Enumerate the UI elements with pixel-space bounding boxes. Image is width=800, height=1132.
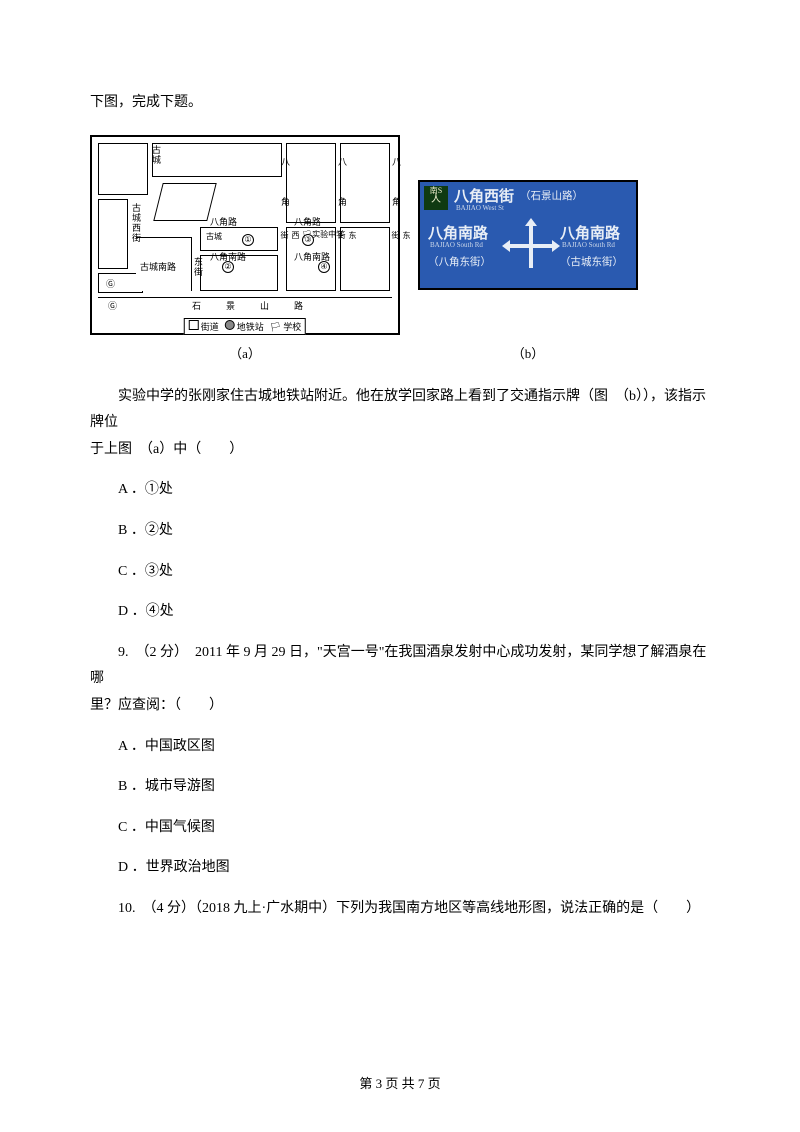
q9-opt-c: C ．中国气候图 bbox=[90, 815, 710, 842]
q8-stem-b: 于上图 （a）中（ ） bbox=[90, 437, 710, 464]
marker-4: ④ bbox=[318, 261, 330, 273]
label-dongjie2: 东街 bbox=[390, 231, 412, 240]
label-gucheng-nanlu: 古城南路 bbox=[140, 260, 176, 273]
sign-left-main: 八角南路 bbox=[428, 222, 488, 243]
page: 下图，完成下题。 古城 古城西街 古城南路 八角路 八角路 bbox=[0, 0, 800, 1132]
label-ba3: 八 bbox=[390, 157, 403, 167]
q9-stem-b: 里？应查阅：（ ） bbox=[90, 693, 710, 720]
marker-1: ① bbox=[242, 234, 254, 246]
sign-logo: 南S 人 bbox=[424, 186, 448, 210]
metro-2: Ⓖ bbox=[108, 299, 117, 312]
sign-top-en: BAJIAO West St bbox=[456, 204, 504, 212]
sign-left-paren: （八角东街） bbox=[428, 254, 491, 269]
caption-b: （b） bbox=[418, 343, 638, 362]
q9-opt-b: B ．城市导游图 bbox=[90, 774, 710, 801]
label-jiao3: 角 bbox=[390, 197, 403, 207]
school-marker: 🏳实验中学 bbox=[302, 229, 344, 240]
label-gucheng-v: 古城 bbox=[150, 145, 163, 165]
page-footer: 第 3 页 共 7 页 bbox=[0, 1073, 800, 1092]
q9-opt-a: A ．中国政区图 bbox=[90, 734, 710, 761]
q9-opt-d: D ．世界政治地图 bbox=[90, 855, 710, 882]
map-legend: 街道 地铁站 🏳学校 bbox=[184, 318, 306, 335]
caption-row: （a） （b） bbox=[90, 343, 710, 362]
q8-opt-d: D ．④处 bbox=[90, 599, 710, 626]
label-dong: 东街 bbox=[192, 257, 205, 277]
figure-b-sign: 南S 人 八角西街 （石景山路） BAJIAO West St 八角南路 BAJ… bbox=[418, 180, 638, 290]
q8-opt-b: B ．②处 bbox=[90, 518, 710, 545]
figure-row: 古城 古城西街 古城南路 八角路 八角路 八角南路 八角南路 西街 八 角 八 … bbox=[90, 135, 710, 335]
metro-1: Ⓖ bbox=[106, 277, 115, 290]
label-bajiao-xijie: 西街 bbox=[279, 231, 301, 240]
label-sjsl: 石 景 山 路 bbox=[192, 299, 311, 312]
sign-left-en: BAJIAO South Rd bbox=[430, 241, 483, 249]
label-jiao2: 角 bbox=[336, 197, 349, 207]
q10-stem: 10. （4 分）（2018 九上·广水期中）下列为我国南方地区等高线地形图，说… bbox=[90, 896, 710, 923]
label-ba: 八 bbox=[279, 157, 292, 167]
q8-stem-a: 实验中学的张刚家住古城地铁站附近。他在放学回家路上看到了交通指示牌（图 （b））… bbox=[90, 384, 710, 437]
intro-line: 下图，完成下题。 bbox=[90, 90, 710, 117]
label-bajiao-lu2: 八角路 bbox=[294, 215, 321, 228]
sign-right-paren: （古城东街） bbox=[560, 254, 623, 269]
sign-top-paren: （石景山路） bbox=[520, 188, 583, 203]
label-bajiao-lu1: 八角路 bbox=[210, 215, 237, 228]
caption-a: （a） bbox=[90, 343, 400, 362]
label-jiao: 角 bbox=[279, 197, 292, 207]
marker-2: ② bbox=[222, 261, 234, 273]
sign-right-en: BAJIAO South Rd bbox=[562, 241, 615, 249]
q9-stem-a: 9. （2 分） 2011 年 9 月 29 日，"天宫一号"在我国酒泉发射中心… bbox=[90, 640, 710, 693]
label-ba2: 八 bbox=[336, 157, 349, 167]
q8-opt-c: C ．③处 bbox=[90, 559, 710, 586]
figure-a-map: 古城 古城西街 古城南路 八角路 八角路 八角南路 八角南路 西街 八 角 八 … bbox=[90, 135, 400, 335]
q8-opt-a: A ．①处 bbox=[90, 477, 710, 504]
label-gucheng-west: 古城西街 bbox=[130, 203, 143, 243]
label-gucheng-sm: 古城 bbox=[206, 231, 222, 242]
sign-right-main: 八角南路 bbox=[560, 222, 620, 243]
sign-top-main: 八角西街 bbox=[454, 185, 514, 206]
